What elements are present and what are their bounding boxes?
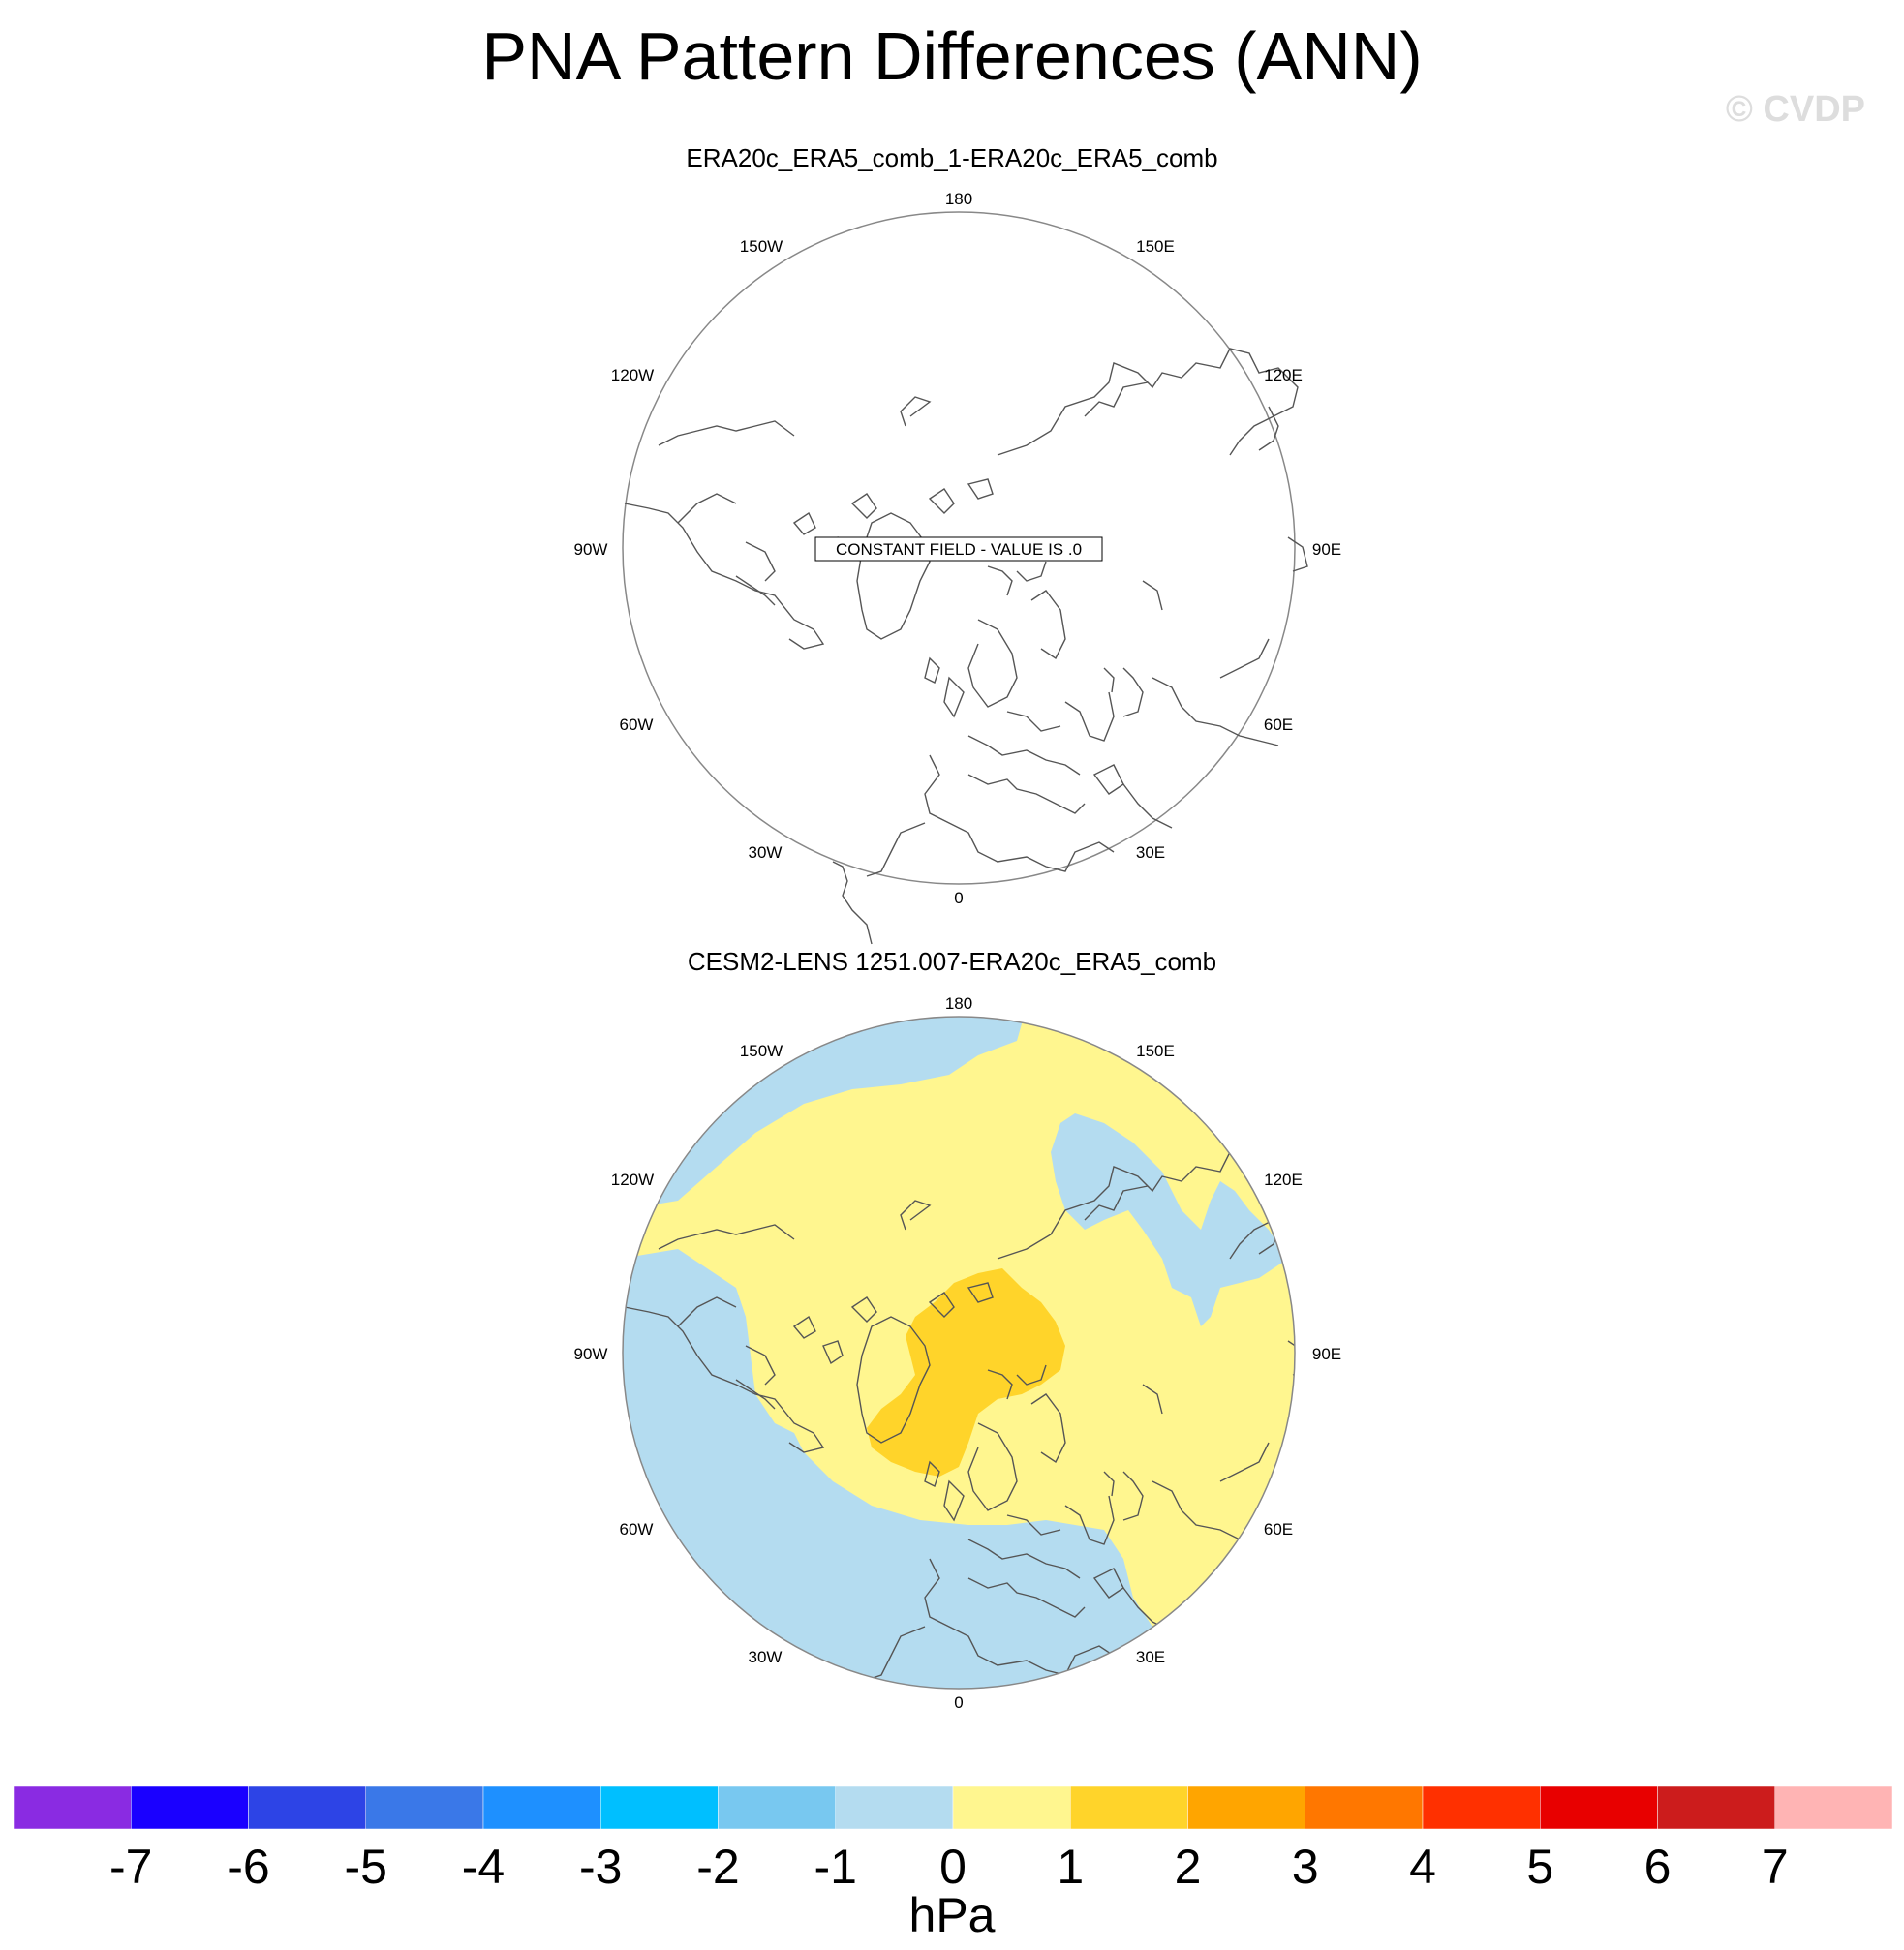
lon-label-60e: 60E bbox=[1264, 1520, 1293, 1539]
maps-canvas: CONSTANT FIELD - VALUE IS .0 180 150W 15… bbox=[574, 190, 1342, 1712]
constant-field-box bbox=[814, 536, 1103, 562]
colorbar-tick-label: -7 bbox=[109, 1840, 152, 1893]
lon-label-90e: 90E bbox=[1312, 540, 1341, 559]
lon-label-30e: 30E bbox=[1136, 1648, 1165, 1666]
map-panel-2: 180 150W 150E 120W 120E 90W 90E 60W 60E … bbox=[574, 994, 1342, 1712]
lon-label-120e: 120E bbox=[1264, 1171, 1303, 1189]
contour-fill-neg-atlantic bbox=[623, 1249, 1295, 1689]
colorbar-tick-label: -2 bbox=[696, 1840, 739, 1893]
colorbar-box bbox=[248, 1786, 366, 1830]
panel-2-title: CESM2-LENS 1251.007-ERA20c_ERA5_comb bbox=[687, 947, 1217, 976]
colorbar-box bbox=[952, 1786, 1071, 1830]
colorbar-tick-label: -4 bbox=[462, 1840, 505, 1893]
colorbar-units: hPa bbox=[908, 1888, 996, 1942]
lon-label-90w: 90W bbox=[574, 540, 608, 559]
lon-label-120e: 120E bbox=[1264, 366, 1303, 384]
colorbar-box bbox=[1070, 1786, 1188, 1830]
colorbar-boxes bbox=[14, 1786, 1892, 1830]
lon-label-60w: 60W bbox=[620, 1520, 654, 1539]
lon-label-120w: 120W bbox=[611, 366, 654, 384]
lon-label-30w: 30W bbox=[749, 1648, 783, 1666]
colorbar-tick-label: 5 bbox=[1526, 1840, 1553, 1893]
map-panel-1: CONSTANT FIELD - VALUE IS .0 180 150W 15… bbox=[574, 190, 1341, 945]
colorbar-tick-label: -6 bbox=[227, 1840, 269, 1893]
colorbar-box bbox=[1657, 1786, 1775, 1830]
colorbar-box bbox=[131, 1786, 249, 1830]
colorbar-box bbox=[600, 1786, 719, 1830]
colorbar-box bbox=[835, 1786, 954, 1830]
lon-label-180: 180 bbox=[945, 994, 972, 1013]
panel-1-title: ERA20c_ERA5_comb_1-ERA20c_ERA5_comb bbox=[686, 143, 1218, 172]
colorbar-box bbox=[365, 1786, 484, 1830]
lon-label-150e: 150E bbox=[1136, 1042, 1175, 1060]
lon-label-150w: 150W bbox=[740, 237, 783, 256]
colorbar-tick-label: -5 bbox=[345, 1840, 387, 1893]
lon-label-30e: 30E bbox=[1136, 843, 1165, 862]
map-2-boundary bbox=[622, 1016, 1296, 1690]
colorbar-tick-label: 4 bbox=[1409, 1840, 1436, 1893]
lon-label-150w: 150W bbox=[740, 1042, 783, 1060]
colorbar-box bbox=[1540, 1786, 1658, 1830]
colorbar-box bbox=[1422, 1786, 1541, 1830]
colorbar-tick-label: 7 bbox=[1762, 1840, 1789, 1893]
watermark: © CVDP bbox=[1725, 89, 1865, 130]
colorbar-labels: -7 -6 -5 -4 -3 -2 -1 0 1 2 3 4 5 6 7 bbox=[109, 1840, 1789, 1893]
lon-label-120w: 120W bbox=[611, 1171, 654, 1189]
constant-field-note: CONSTANT FIELD - VALUE IS .0 bbox=[836, 540, 1082, 559]
lon-label-60e: 60E bbox=[1264, 716, 1293, 734]
colorbar-tick-label: 1 bbox=[1057, 1840, 1084, 1893]
colorbar-tick-label: -3 bbox=[579, 1840, 622, 1893]
lon-label-90w: 90W bbox=[574, 1345, 608, 1363]
colorbar-box bbox=[1305, 1786, 1424, 1830]
colorbar-box bbox=[718, 1786, 836, 1830]
colorbar-box bbox=[1187, 1786, 1305, 1830]
contour-fill-neg-siberia bbox=[1051, 1113, 1288, 1326]
colorbar-box bbox=[482, 1786, 601, 1830]
contour-fill-1-to-2 bbox=[867, 1268, 1065, 1477]
colorbar-box bbox=[1774, 1786, 1892, 1830]
colorbar: -7 -6 -5 -4 -3 -2 -1 0 1 2 3 4 5 6 7 bbox=[14, 1786, 1892, 1893]
colorbar-tick-label: 3 bbox=[1292, 1840, 1319, 1893]
colorbar-tick-label: 2 bbox=[1175, 1840, 1202, 1893]
lon-label-90e: 90E bbox=[1312, 1345, 1341, 1363]
lon-label-60w: 60W bbox=[620, 716, 654, 734]
page-title: PNA Pattern Differences (ANN) bbox=[481, 18, 1423, 94]
map-1-coastlines bbox=[624, 348, 1308, 945]
lon-label-150e: 150E bbox=[1136, 237, 1175, 256]
lon-label-0: 0 bbox=[954, 1693, 963, 1712]
contour-fill-neg-pacific bbox=[623, 1017, 1027, 1210]
colorbar-box bbox=[14, 1786, 132, 1830]
lon-label-180: 180 bbox=[945, 190, 972, 208]
lon-label-0: 0 bbox=[954, 889, 963, 907]
colorbar-tick-label: 0 bbox=[939, 1840, 967, 1893]
colorbar-tick-label: 6 bbox=[1644, 1840, 1672, 1893]
lon-label-30w: 30W bbox=[749, 843, 783, 862]
colorbar-tick-label: -1 bbox=[814, 1840, 857, 1893]
